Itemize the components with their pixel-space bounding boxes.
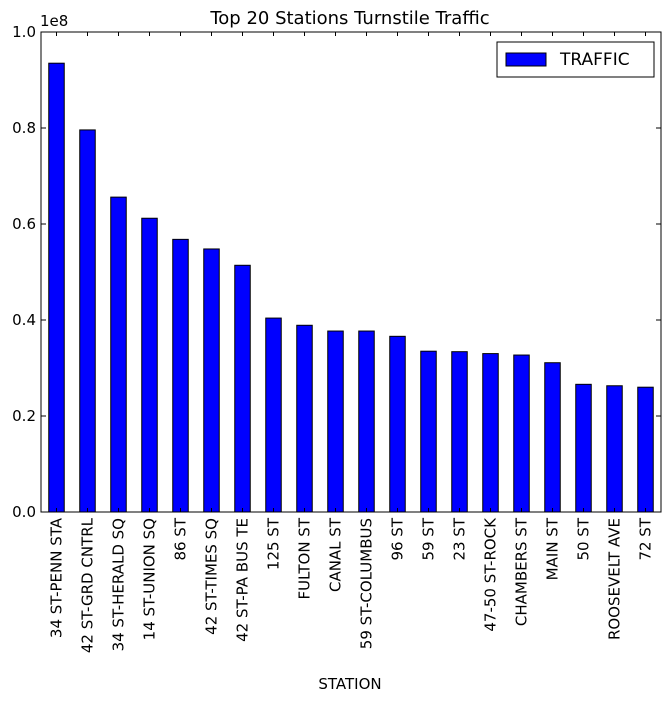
bar <box>358 330 375 513</box>
bar <box>203 248 220 513</box>
x-tick-label: 34 ST-PENN STA <box>48 517 66 638</box>
bar <box>48 62 65 513</box>
y-tick-label: 0.4 <box>12 311 36 329</box>
x-tick-label: CHAMBERS ST <box>513 517 531 626</box>
bar <box>637 386 654 513</box>
x-tick-label: 34 ST-HERALD SQ <box>110 518 128 651</box>
y-tick-label: 1.0 <box>12 23 36 41</box>
plot-frame <box>40 31 662 513</box>
bar <box>482 353 499 513</box>
bar <box>513 354 530 513</box>
x-tick-label: CANAL ST <box>327 517 345 592</box>
chart-title: Top 20 Stations Turnstile Traffic <box>209 8 489 29</box>
bar <box>606 385 623 513</box>
x-tick-label: 42 ST-GRD CNTRL <box>79 517 97 653</box>
bar <box>110 196 127 513</box>
x-tick-label: 125 ST <box>265 517 283 570</box>
bar <box>265 317 282 513</box>
x-tick-label: ROOSEVELT AVE <box>606 518 624 640</box>
x-tick-label: 86 ST <box>172 517 190 560</box>
x-tick-label: 14 ST-UNION SQ <box>141 518 159 640</box>
x-tick-label: 47-50 ST-ROCK <box>482 517 500 632</box>
bar <box>327 330 344 513</box>
x-tick-label: 72 ST <box>637 517 655 560</box>
bar <box>420 350 437 513</box>
x-tick-label: 59 ST-COLUMBUS <box>358 518 376 649</box>
x-tick-label: 42 ST-TIMES SQ <box>203 518 221 635</box>
bar <box>172 238 189 513</box>
legend-label: TRAFFIC <box>559 50 630 70</box>
bar <box>79 129 96 513</box>
bar <box>451 351 468 513</box>
x-tick-label: 59 ST <box>420 517 438 560</box>
x-tick-label: 42 ST-PA BUS TE <box>234 518 252 642</box>
bar <box>296 324 313 513</box>
x-tick-label: FULTON ST <box>296 517 314 599</box>
x-tick-label: 96 ST <box>389 517 407 560</box>
y-axis-multiplier: 1e8 <box>40 12 68 30</box>
y-tick-label: 0.6 <box>12 215 36 233</box>
y-tick-label: 0.8 <box>12 119 36 137</box>
x-tick-label: 23 ST <box>451 517 469 560</box>
bar <box>544 362 561 513</box>
bar <box>141 217 158 513</box>
bar <box>575 383 592 513</box>
legend: TRAFFIC <box>496 41 655 78</box>
bar <box>389 335 406 513</box>
x-axis-label: STATION <box>318 675 381 693</box>
y-tick-label: 0.0 <box>12 503 36 521</box>
x-tick-label: MAIN ST <box>544 517 562 580</box>
legend-swatch <box>505 52 547 67</box>
bar <box>234 264 251 513</box>
x-tick-label: 50 ST <box>575 517 593 560</box>
y-tick-label: 0.2 <box>12 407 36 425</box>
